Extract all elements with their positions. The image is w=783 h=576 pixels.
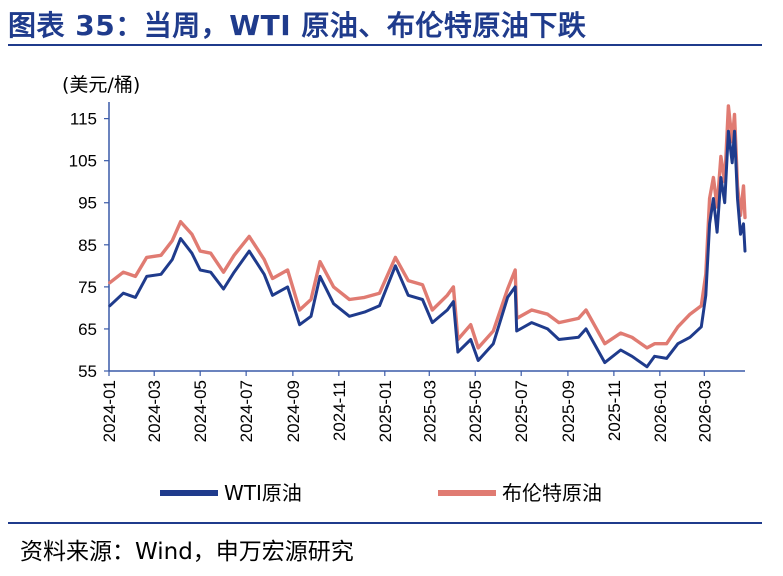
chart-axes [108, 102, 745, 372]
series-line-wti [108, 129, 747, 369]
legend-item-wti-label: WTI原油 [224, 481, 302, 505]
x-tick-label: 2024-03 [145, 380, 164, 442]
y-tick-label: 95 [78, 194, 97, 213]
y-tick-label: 85 [78, 236, 97, 255]
legend-item-brent-label: 布伦特原油 [502, 481, 602, 505]
y-tick-label: 105 [69, 152, 97, 171]
chart-series [108, 104, 747, 369]
x-tick-label: 2026-01 [651, 380, 670, 442]
y-axis-ticks: 115 105 95 85 75 65 55 [69, 110, 109, 381]
x-tick-label: 2026-03 [695, 380, 714, 442]
y-tick-label: 75 [78, 278, 97, 297]
source-note: 资料来源：Wind，申万宏源研究 [20, 539, 354, 565]
chart-title: 图表 35：当周，WTI 原油、布伦特原油下跌 [8, 9, 587, 42]
x-tick-label: 2025-05 [466, 380, 485, 442]
x-tick-label: 2025-01 [376, 380, 395, 442]
x-tick-label: 2024-11 [330, 380, 349, 441]
source-divider [8, 522, 762, 524]
x-tick-label: 2025-03 [420, 380, 439, 442]
series-line-brent [108, 104, 747, 350]
x-tick-label: 2024-05 [191, 380, 210, 442]
x-tick-label: 2024-07 [237, 380, 256, 442]
x-tick-label: 2025-07 [512, 380, 531, 442]
chart-legend: WTI原油 布伦特原油 [160, 481, 602, 505]
y-axis-unit-label: (美元/桶) [62, 74, 141, 96]
x-tick-label: 2024-09 [284, 380, 303, 442]
x-tick-label: 2025-11 [605, 380, 624, 441]
y-tick-label: 115 [70, 110, 97, 129]
title-divider [8, 44, 762, 46]
x-tick-label: 2024-01 [100, 380, 119, 442]
x-tick-label: 2025-09 [559, 380, 578, 442]
x-axis-ticks: 2024-01 2024-03 2024-05 2024-07 2024-09 2024-… [100, 371, 714, 442]
y-tick-label: 65 [78, 320, 97, 339]
y-tick-label: 55 [78, 362, 97, 381]
